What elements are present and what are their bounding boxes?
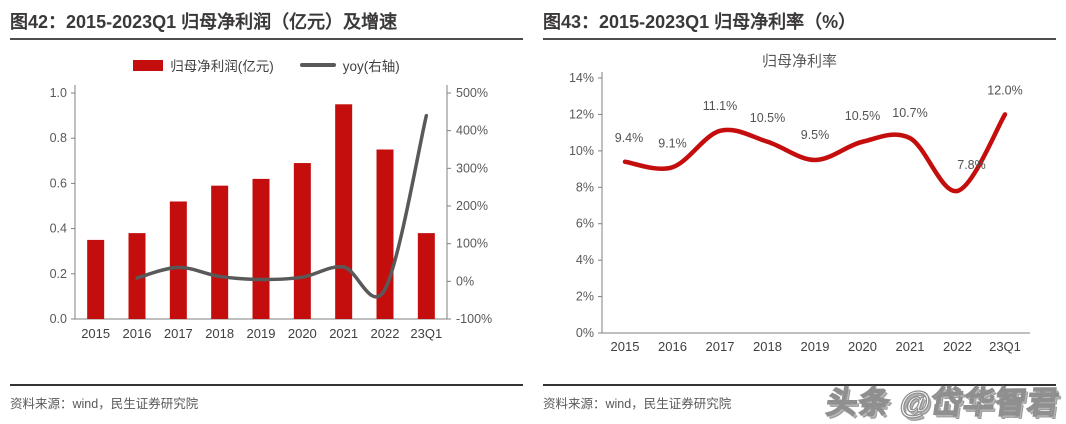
figure-43-chart-title: 归母净利率 <box>761 53 837 70</box>
right-tick-label: 200% <box>456 199 488 213</box>
x-label-2017: 2017 <box>164 326 193 341</box>
bar-23Q1 <box>417 233 435 319</box>
data-label-23Q1: 12.0% <box>987 83 1022 97</box>
x-label-2022: 2022 <box>371 326 400 341</box>
data-label-2016: 9.1% <box>658 136 687 150</box>
left-tick-label: 0.2 <box>50 267 67 281</box>
figure-42-panel: 图42：2015-2023Q1 归母净利润（亿元）及增速 归母净利润(亿元) y… <box>10 8 523 412</box>
data-label-2019: 9.5% <box>801 128 830 142</box>
y-tick-label: 2% <box>576 290 594 304</box>
right-tick-label: 400% <box>456 124 488 138</box>
figure-42-title-text: 2015-2023Q1 归母净利润（亿元）及增速 <box>66 12 398 32</box>
legend-item-netprofit: 归母净利润(亿元) <box>133 55 274 75</box>
data-label-2017: 11.1% <box>703 99 738 113</box>
figure-43-chart: 0% 2% 4% 6% 8% 10% 12% 14% 2015 2016 2017 2018 2019 2… <box>569 71 1030 354</box>
left-tick-label: 0.4 <box>50 222 67 236</box>
data-label-2020: 10.5% <box>845 109 880 123</box>
figure-42-footer: 资料来源：wind，民生证券研究院 <box>10 384 523 412</box>
x-label-23Q1: 23Q1 <box>989 339 1021 354</box>
x-label-2016: 2016 <box>123 326 152 341</box>
bar-2021 <box>335 104 353 319</box>
y-tick-label: 6% <box>576 217 594 231</box>
left-tick-label: 0.6 <box>50 176 67 190</box>
figure-42-chart: 0.0 0.2 0.4 0.6 0.8 1.0 -100% 0% 100% 200% 300% 400… <box>50 85 492 341</box>
y-tick-label: 4% <box>576 253 594 267</box>
figure-43-title: 图43：2015-2023Q1 归母净利率（%） <box>543 8 1056 34</box>
bar-2017 <box>169 201 187 319</box>
x-label-2020: 2020 <box>848 339 877 354</box>
right-tick-label: 0% <box>456 274 474 288</box>
x-label-2020: 2020 <box>288 326 317 341</box>
x-label-2021: 2021 <box>329 326 358 341</box>
x-label-2022: 2022 <box>943 339 972 354</box>
x-label-23Q1: 23Q1 <box>410 326 442 341</box>
bar-2015 <box>87 239 105 319</box>
x-label-2018: 2018 <box>205 326 234 341</box>
left-tick-label: 1.0 <box>50 86 67 100</box>
bar-2022 <box>376 149 394 319</box>
title-underline <box>543 38 1056 40</box>
right-tick-label: 300% <box>456 161 488 175</box>
x-label-2019: 2019 <box>801 339 830 354</box>
legend-netprofit-label: 归母净利润(亿元) <box>170 59 274 74</box>
y-tick-label: 10% <box>569 144 594 158</box>
x-label-2015: 2015 <box>611 339 640 354</box>
footer-rule <box>10 384 523 386</box>
x-label-2018: 2018 <box>753 339 782 354</box>
yoy-line <box>135 113 429 299</box>
y-tick-label: 0% <box>576 326 594 340</box>
y-tick-label: 12% <box>569 107 594 121</box>
figure-42-source: 资料来源：wind，民生证券研究院 <box>10 397 199 411</box>
data-label-2022: 7.8% <box>957 158 986 172</box>
right-tick-label: 500% <box>456 86 488 100</box>
footer-rule <box>543 384 1056 386</box>
data-label-2021: 10.7% <box>892 106 927 120</box>
figure-43-source: 资料来源：wind，民生证券研究院 <box>543 397 732 411</box>
bar-swatch-icon <box>133 59 164 71</box>
left-tick-label: 0.8 <box>50 131 67 145</box>
line-swatch-icon <box>299 63 336 67</box>
watermark-toutiao-daihuazhijun: 头条 @岱华智君 <box>824 384 1063 420</box>
x-label-2017: 2017 <box>706 339 735 354</box>
legend-item-yoy: yoy(右轴) <box>299 55 400 75</box>
left-tick-label: 0.0 <box>50 312 67 326</box>
x-label-2016: 2016 <box>658 339 687 354</box>
figure-43-title-text: 2015-2023Q1 归母净利率（%） <box>599 12 857 32</box>
figure-42-title: 图42：2015-2023Q1 归母净利润（亿元）及增速 <box>10 8 523 34</box>
figure-43-footer: 资料来源：wind，民生证券研究院 <box>543 384 1056 412</box>
figure-43-number: 图43： <box>543 12 600 32</box>
y-tick-label: 14% <box>569 71 594 85</box>
figure-42-legend: 归母净利润(亿元) yoy(右轴) <box>10 56 523 74</box>
title-underline <box>10 38 523 40</box>
y-tick-label: 8% <box>576 180 594 194</box>
right-tick-label: -100% <box>456 312 492 326</box>
bar-2020 <box>293 163 311 319</box>
data-label-2015: 9.4% <box>615 131 644 145</box>
bar-2019 <box>252 178 270 319</box>
bar-2018 <box>211 185 229 319</box>
figure-42-number: 图42： <box>10 12 67 32</box>
figure-43-panel: 图43：2015-2023Q1 归母净利率（%） 归母净利率 0% 2% 4% 6% 8… <box>533 0 1066 424</box>
legend-yoy-label: yoy(右轴) <box>342 59 400 74</box>
data-label-2018: 10.5% <box>750 111 785 125</box>
x-label-2021: 2021 <box>896 339 925 354</box>
x-label-2015: 2015 <box>81 326 110 341</box>
netmargin-line <box>622 112 1008 194</box>
right-tick-label: 100% <box>456 237 488 251</box>
x-label-2019: 2019 <box>247 326 276 341</box>
bar-2016 <box>128 233 146 319</box>
